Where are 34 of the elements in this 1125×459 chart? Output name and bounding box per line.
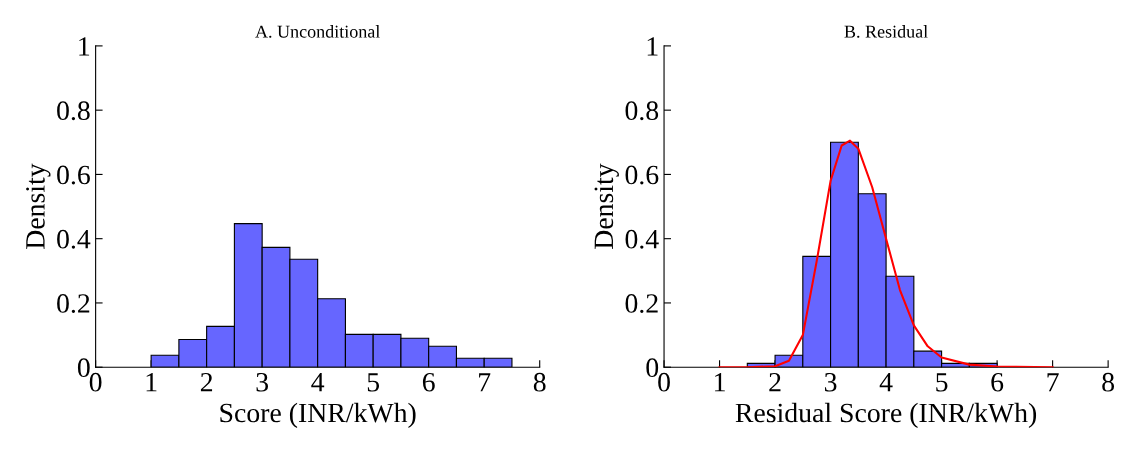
x-tick-label: 5	[936, 373, 948, 392]
x-axis-title: Score (INR/kWh)	[220, 402, 416, 428]
x-tick-label: 1	[146, 373, 157, 392]
x-tick-label: 6	[422, 372, 435, 392]
x-tick-label: 7	[479, 373, 491, 392]
y-tick-label: 0.8	[625, 101, 659, 121]
x-tick-label: 8	[1102, 372, 1115, 392]
x-tick-label: 4	[879, 373, 893, 392]
x-tick-label: 3	[824, 372, 837, 392]
y-tick-label: 1	[647, 37, 658, 56]
y-axis-title: Density	[26, 163, 51, 249]
y-tick-label: 0.6	[625, 165, 659, 185]
chart-title: A. Unconditional	[255, 25, 380, 38]
x-tick-label: 4	[311, 373, 325, 392]
y-tick-label: 0.4	[57, 229, 91, 249]
x-tick-label: 5	[367, 373, 380, 392]
x-tick-label: 8	[533, 372, 546, 392]
x-tick-label: 6	[991, 372, 1004, 392]
y-tick-label: 0.2	[57, 294, 90, 313]
y-tick-label: 0	[77, 358, 90, 378]
chart-title: B. Residual	[844, 25, 928, 38]
y-tick-label: 0.8	[57, 101, 90, 121]
y-tick-label: 1	[79, 37, 90, 56]
x-tick-label: 3	[256, 372, 269, 392]
x-tick-label: 2	[769, 372, 781, 392]
y-tick-label: 0.4	[625, 229, 659, 249]
y-tick-label: 0	[646, 358, 659, 378]
x-axis-title: Residual Score (INR/kWh)	[735, 402, 1037, 428]
x-tick-label: 1	[715, 373, 725, 392]
y-tick-label: 0.2	[625, 294, 658, 313]
x-tick-label: 7	[1047, 373, 1059, 392]
y-tick-label: 0.6	[57, 165, 90, 185]
x-tick-label: 2	[200, 372, 213, 392]
y-axis-title: Density	[594, 163, 619, 249]
